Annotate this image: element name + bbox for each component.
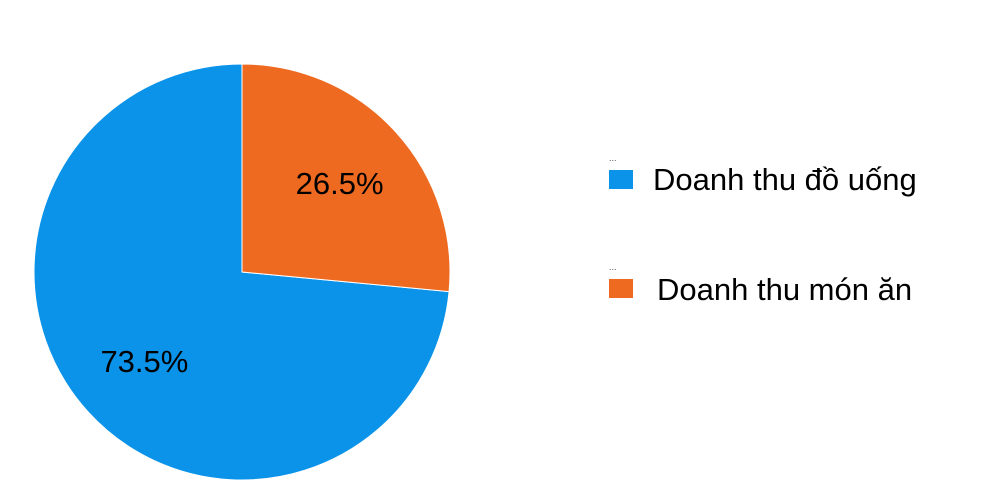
legend-item-food: ... Doanh thu món ăn xyxy=(609,262,912,307)
pie-slices xyxy=(33,63,451,481)
pie-slice-food xyxy=(241,63,451,293)
legend-swatch-food xyxy=(609,279,633,298)
pie-slice-labels: 73.5% 26.5% xyxy=(100,166,383,379)
slice-label-drinks: 73.5% xyxy=(100,344,188,379)
slice-label-food: 26.5% xyxy=(296,166,384,201)
legend-marker-dots: ... xyxy=(609,153,617,163)
legend-item-drinks: ... Doanh thu đồ uống xyxy=(609,153,917,197)
legend-label-food: Doanh thu món ăn xyxy=(657,272,912,307)
legend-label-drinks: Doanh thu đồ uống xyxy=(653,162,917,197)
legend-swatch-drinks xyxy=(609,170,633,189)
legend: ... Doanh thu đồ uống ... Doanh thu món … xyxy=(609,153,917,307)
legend-marker-dots: ... xyxy=(609,262,617,272)
